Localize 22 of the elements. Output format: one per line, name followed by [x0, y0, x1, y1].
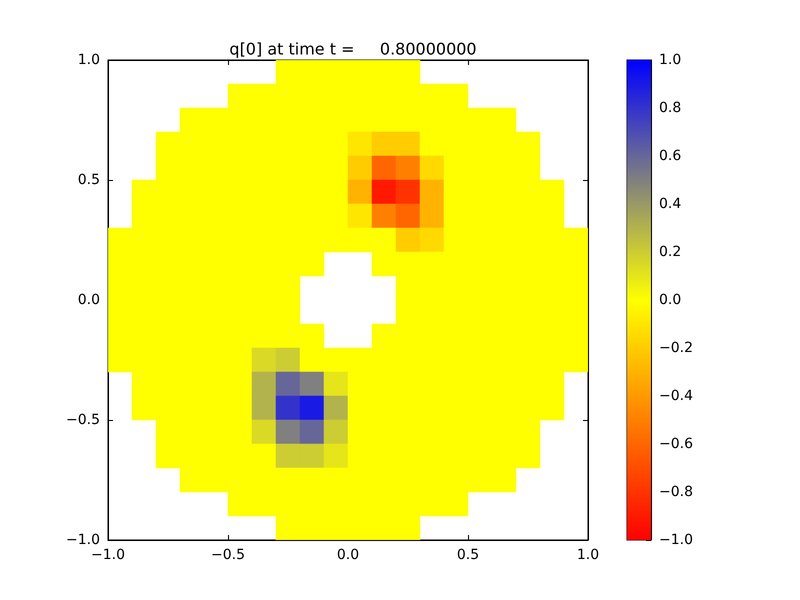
color-bar-label: 0.8: [659, 100, 682, 116]
y-tick-label: 0.5: [78, 172, 100, 188]
color-bar-label: −1.0: [659, 532, 693, 548]
x-tick-label: −0.5: [211, 547, 245, 563]
y-tick-label: 0.0: [78, 292, 100, 308]
x-tick-label: 1.0: [576, 547, 600, 563]
color-bar-label: 0.4: [659, 196, 682, 212]
color-bar-label: −0.6: [659, 436, 694, 452]
color-bar-label: −0.4: [659, 388, 694, 404]
color-bar-label: 0.0: [659, 292, 682, 308]
y-tick-label: −0.5: [66, 412, 100, 428]
y-tick-label: 1.0: [78, 52, 100, 68]
x-tick-label: 0.0: [336, 547, 360, 563]
x-tick-label: −1.0: [91, 547, 125, 563]
chart-title: q[0] at time t = 0.80000000: [229, 40, 477, 58]
color-bar-label: −0.8: [659, 484, 693, 500]
color-bar-label: 0.2: [659, 244, 682, 260]
color-bar-label: 0.6: [659, 148, 682, 164]
color-bar-label: 1.0: [659, 52, 682, 68]
y-tick-label: −1.0: [66, 532, 100, 548]
x-tick-label: 0.5: [456, 547, 480, 563]
color-bar-label: −0.2: [659, 340, 693, 356]
